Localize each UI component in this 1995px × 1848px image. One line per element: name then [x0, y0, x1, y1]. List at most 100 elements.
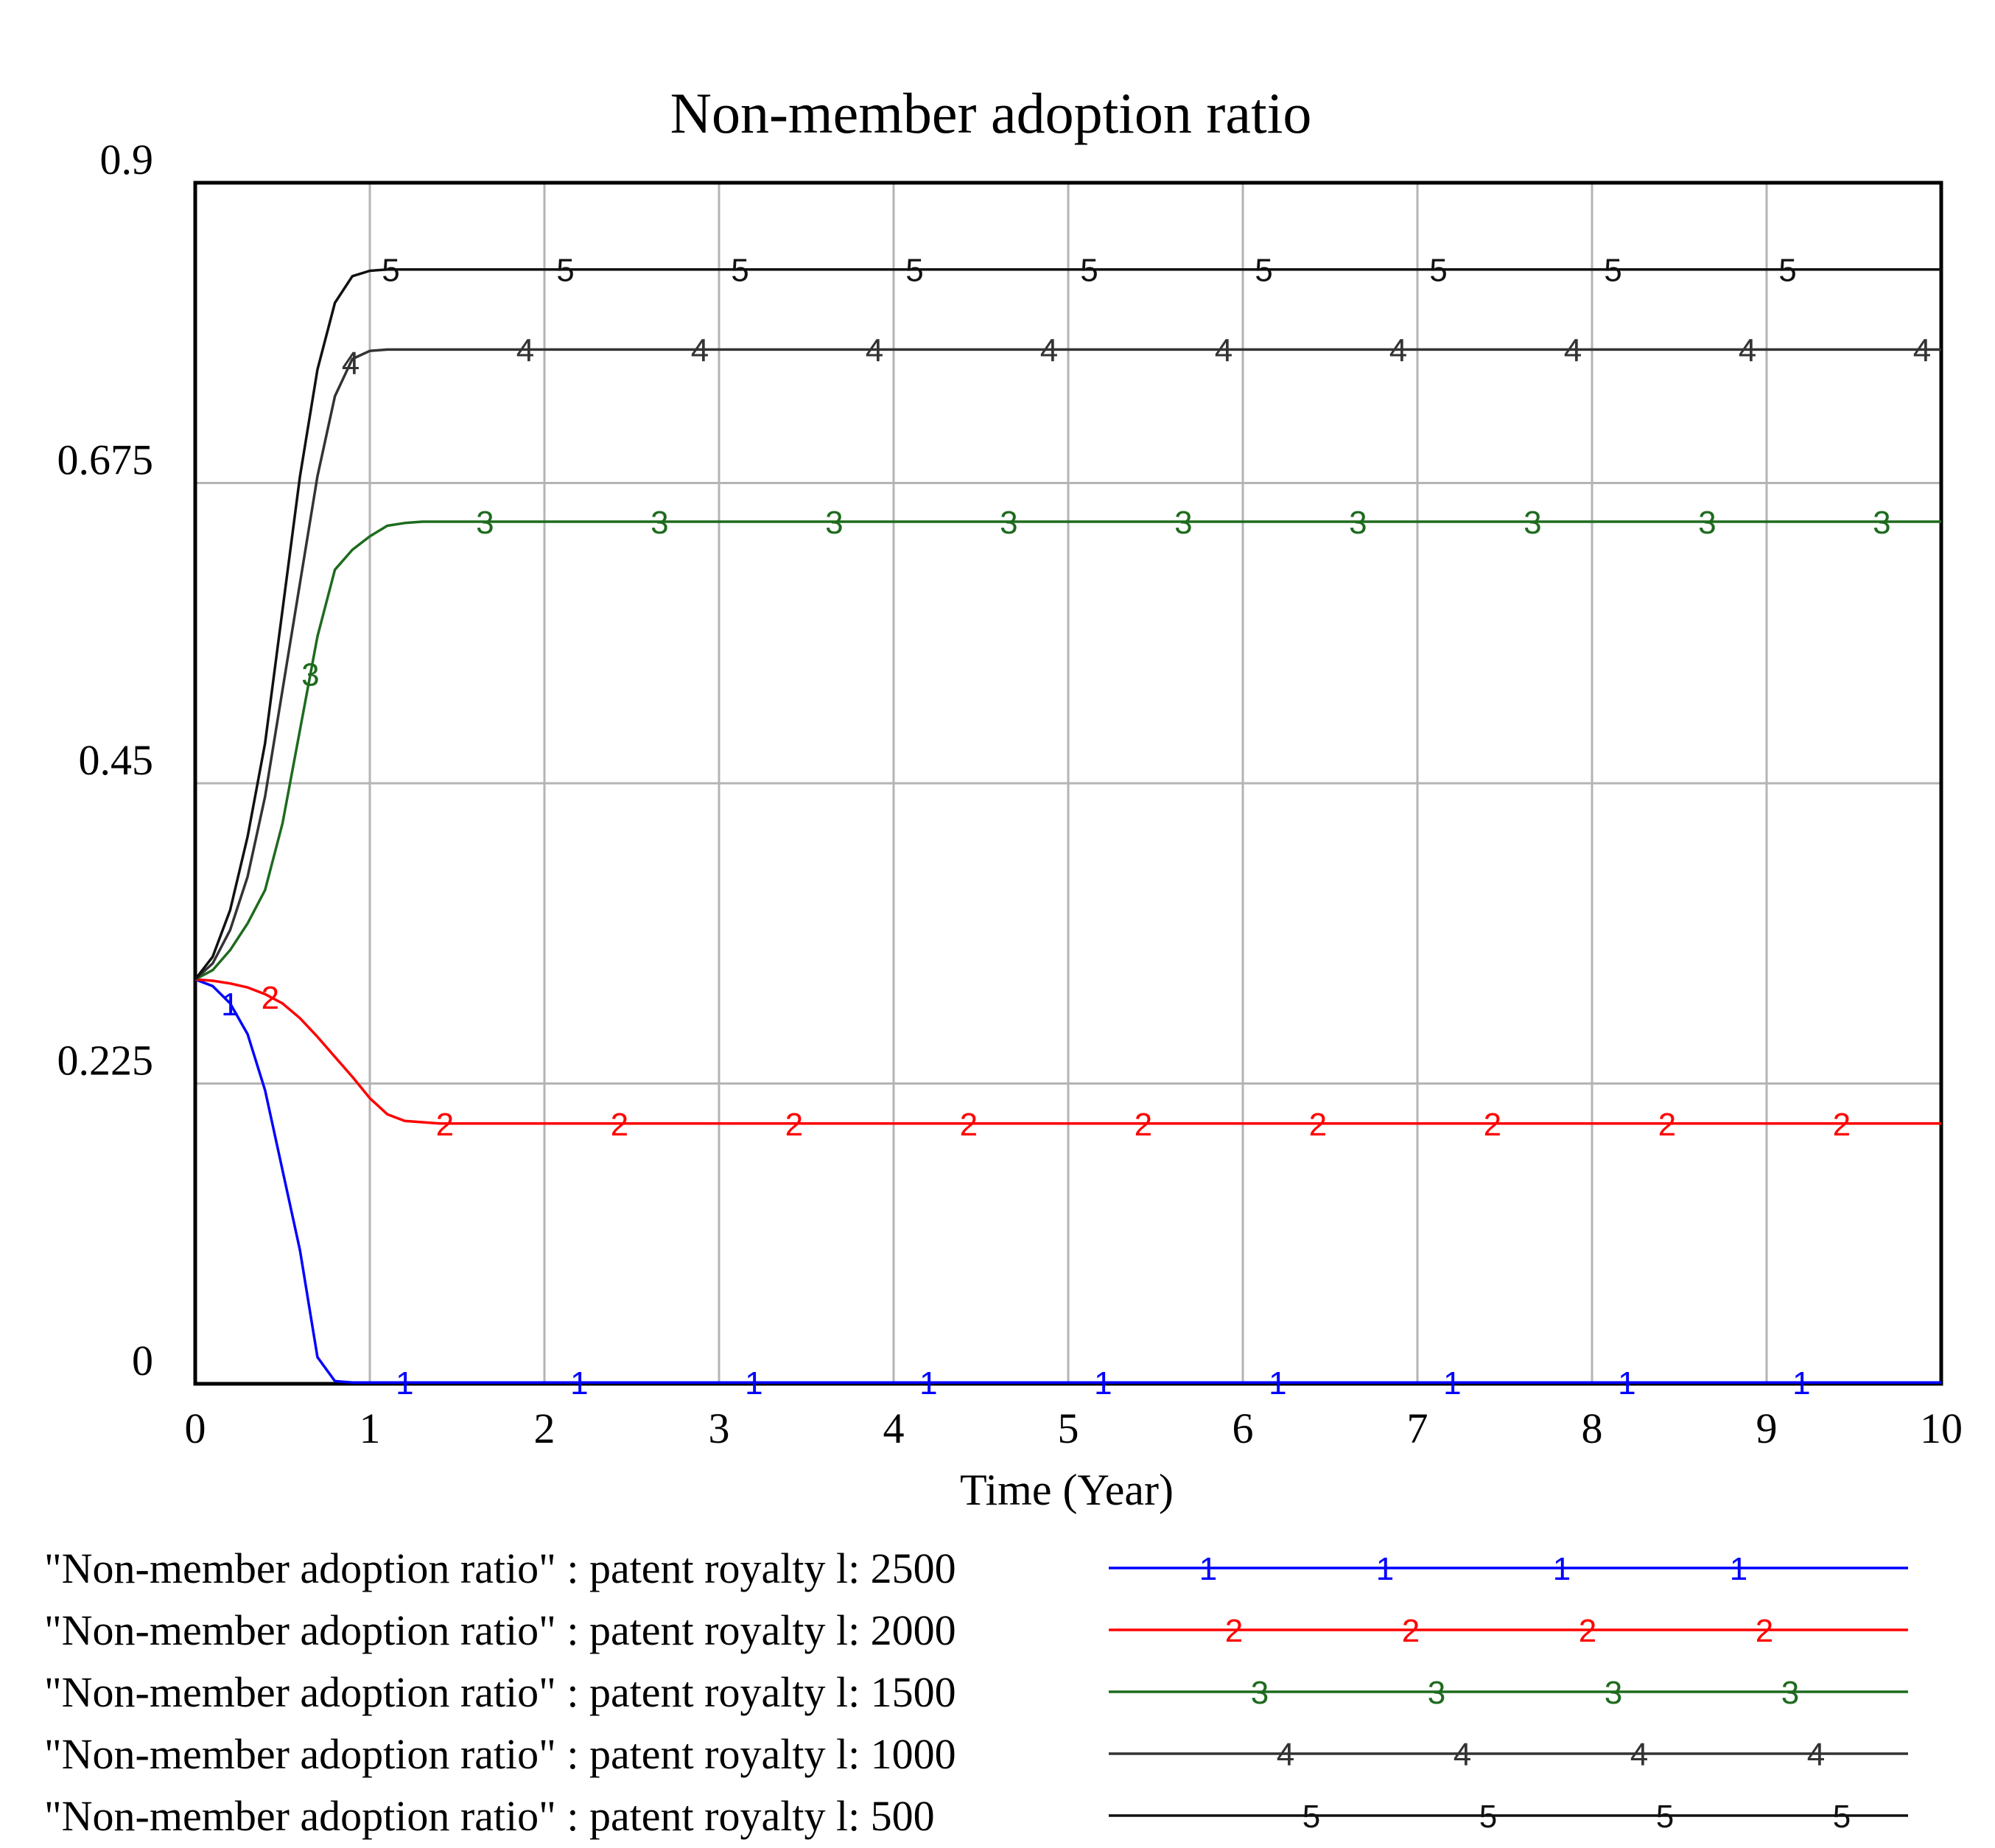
- series-marker-3: 3: [1174, 505, 1192, 541]
- legend-marker-3: 3: [1428, 1675, 1445, 1711]
- legend-marker-1: 1: [1730, 1551, 1747, 1587]
- series-marker-1: 1: [1618, 1365, 1635, 1401]
- legend-label: "Non-member adoption ratio" : patent roy…: [44, 1606, 956, 1654]
- series-marker-2: 2: [262, 980, 279, 1016]
- legend-marker-1: 1: [1376, 1551, 1394, 1587]
- x-tick-label: 3: [709, 1404, 730, 1452]
- legend-marker-1: 1: [1199, 1551, 1217, 1587]
- series-marker-2: 2: [436, 1107, 454, 1143]
- legend-label: "Non-member adoption ratio" : patent roy…: [44, 1792, 935, 1840]
- series-marker-5: 5: [1604, 253, 1621, 289]
- legend-marker-3: 3: [1251, 1675, 1269, 1711]
- legend-marker-2: 2: [1225, 1613, 1243, 1649]
- legend-marker-4: 4: [1630, 1737, 1648, 1773]
- series-marker-1: 1: [1792, 1365, 1810, 1401]
- series-marker-5: 5: [556, 253, 574, 289]
- series-marker-2: 2: [1484, 1107, 1501, 1143]
- series-line-5: [194, 267, 1941, 981]
- series-marker-4: 4: [516, 332, 534, 368]
- series-marker-5: 5: [905, 253, 923, 289]
- legend-marker-4: 4: [1807, 1737, 1825, 1773]
- legend-label: "Non-member adoption ratio" : patent roy…: [44, 1730, 956, 1778]
- series-marker-4: 4: [1389, 332, 1407, 368]
- legend-marker-2: 2: [1402, 1613, 1420, 1649]
- series-marker-5: 5: [731, 253, 748, 289]
- series-marker-1: 1: [745, 1365, 762, 1401]
- series-marker-2: 2: [1135, 1107, 1152, 1143]
- series-line-2: [194, 978, 1941, 1125]
- series-marker-3: 3: [1349, 505, 1367, 541]
- series-marker-4: 4: [1564, 332, 1582, 368]
- series-marker-2: 2: [960, 1107, 978, 1143]
- y-tick-label: 0.225: [57, 1037, 154, 1085]
- legend-marker-5: 5: [1833, 1799, 1851, 1835]
- legend-marker-4: 4: [1454, 1737, 1471, 1773]
- chart-title: Non-member adoption ratio: [670, 81, 1312, 145]
- series-marker-1: 1: [1269, 1365, 1286, 1401]
- series-marker-4: 4: [342, 346, 360, 382]
- x-tick-label: 6: [1233, 1404, 1254, 1452]
- legend-marker-1: 1: [1553, 1551, 1571, 1587]
- x-tick-label: 10: [1920, 1404, 1963, 1452]
- legend: "Non-member adoption ratio" : patent roy…: [44, 1544, 1908, 1840]
- series-marker-5: 5: [1080, 253, 1098, 289]
- series-marker-1: 1: [1094, 1365, 1112, 1401]
- series-line-3: [194, 520, 1941, 981]
- series-marker-1: 1: [570, 1365, 588, 1401]
- legend-label: "Non-member adoption ratio" : patent roy…: [44, 1668, 956, 1716]
- legend-marker-4: 4: [1277, 1737, 1294, 1773]
- y-tick-label: 0.45: [79, 736, 154, 784]
- series-marker-3: 3: [651, 505, 668, 541]
- legend-marker-5: 5: [1656, 1799, 1674, 1835]
- plot-frame: [193, 181, 1943, 1386]
- series-marker-2: 2: [785, 1107, 803, 1143]
- series-marker-4: 4: [1739, 332, 1756, 368]
- legend-marker-3: 3: [1781, 1675, 1799, 1711]
- legend-marker-3: 3: [1605, 1675, 1622, 1711]
- legend-label: "Non-member adoption ratio" : patent roy…: [44, 1544, 956, 1592]
- series-marker-5: 5: [382, 253, 399, 289]
- series-line-4: [194, 348, 1941, 981]
- series-marker-2: 2: [1309, 1107, 1327, 1143]
- series-marker-2: 2: [1658, 1107, 1676, 1143]
- legend-marker-5: 5: [1302, 1799, 1320, 1835]
- series-marker-2: 2: [611, 1107, 628, 1143]
- series-lines: 11 1 1 1 1 1 1 1 122 2 2 2 2 2 2 2 233 3 3 3 3 3 3 3 34 4 4 4 4 4 4 4 4 4…: [194, 253, 1941, 1401]
- series-marker-3: 3: [301, 657, 319, 693]
- series-marker-4: 4: [866, 332, 883, 368]
- series-marker-3: 3: [1873, 505, 1890, 541]
- series-marker-4: 4: [1040, 332, 1058, 368]
- legend-marker-2: 2: [1756, 1613, 1773, 1649]
- x-tick-label: 1: [360, 1404, 381, 1452]
- x-tick-label: 4: [883, 1404, 905, 1452]
- x-tick-label: 5: [1058, 1404, 1079, 1452]
- series-marker-1: 1: [919, 1365, 937, 1401]
- x-tick-label: 7: [1407, 1404, 1428, 1452]
- series-marker-3: 3: [825, 505, 843, 541]
- series-marker-3: 3: [1698, 505, 1716, 541]
- series-line-1: [194, 978, 1941, 1384]
- series-marker-1: 1: [1443, 1365, 1461, 1401]
- series-marker-5: 5: [1778, 253, 1796, 289]
- series-marker-3: 3: [1000, 505, 1017, 541]
- x-tick-label: 2: [534, 1404, 555, 1452]
- series-marker-4: 4: [1913, 332, 1931, 368]
- series-marker-5: 5: [1255, 253, 1272, 289]
- legend-marker-2: 2: [1579, 1613, 1596, 1649]
- y-tick-label: 0.9: [100, 136, 154, 183]
- x-axis-ticks: 0 1 2 3 4 5 6 7 8 9 10: [185, 1404, 1963, 1452]
- legend-marker-5: 5: [1479, 1799, 1497, 1835]
- series-marker-3: 3: [1524, 505, 1541, 541]
- y-tick-label: 0.675: [57, 436, 154, 484]
- series-marker-2: 2: [1833, 1107, 1851, 1143]
- series-marker-1: 1: [396, 1365, 413, 1401]
- y-tick-label: 0: [132, 1337, 153, 1385]
- series-marker-5: 5: [1429, 253, 1447, 289]
- series-marker-3: 3: [476, 505, 494, 541]
- series-marker-4: 4: [1215, 332, 1233, 368]
- y-axis-ticks: 0 0.225 0.45 0.675 0.9: [57, 136, 154, 1385]
- series-marker-4: 4: [691, 332, 709, 368]
- x-tick-label: 0: [185, 1404, 206, 1452]
- x-tick-label: 9: [1756, 1404, 1778, 1452]
